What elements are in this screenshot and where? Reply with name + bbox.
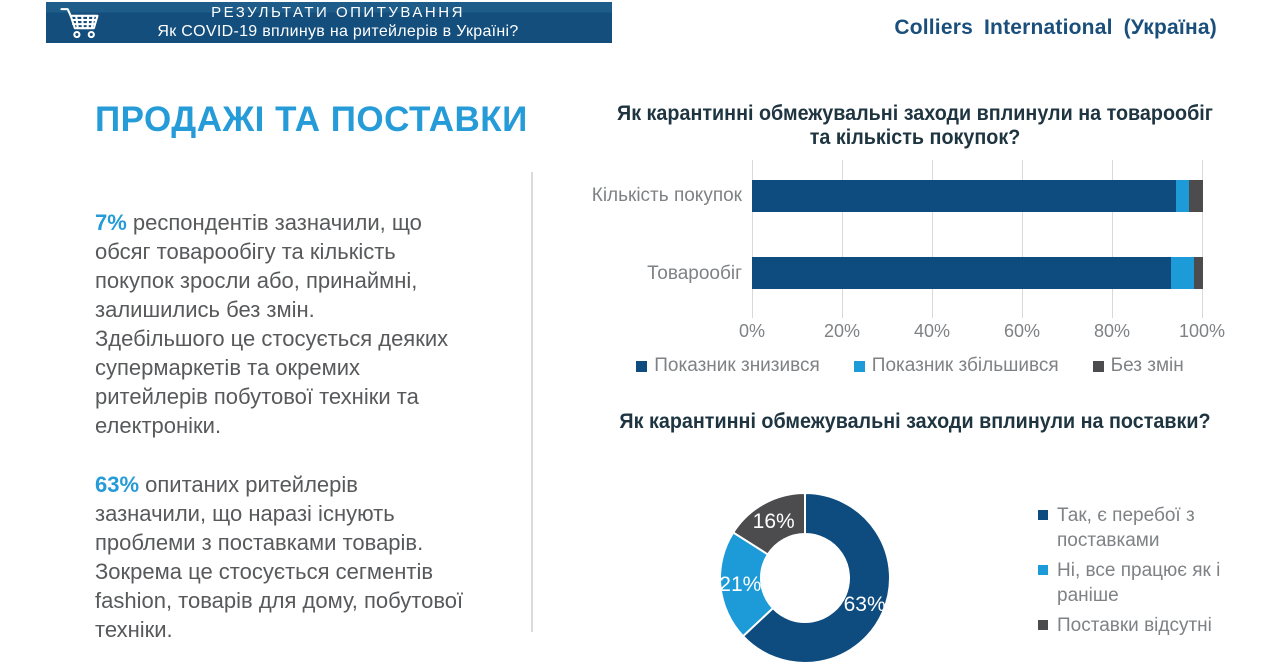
axis-tick-label: 0% bbox=[738, 321, 766, 341]
gridline bbox=[752, 160, 753, 318]
legend-item: Показник знизився bbox=[636, 355, 820, 377]
shopping-cart-icon bbox=[60, 8, 99, 39]
legend-swatch bbox=[1038, 620, 1048, 630]
legend-swatch bbox=[1092, 360, 1104, 372]
paragraph-sales: 7% респондентів зазначили, що обсяг това… bbox=[95, 208, 525, 440]
axis-tick-label: 100% bbox=[1178, 321, 1226, 341]
legend-item: Поставки відсутні bbox=[1038, 613, 1253, 638]
legend-label: Без змін bbox=[1110, 355, 1184, 376]
legend-label: Так, є перебої з поставками bbox=[1057, 505, 1195, 551]
bar-segment bbox=[1193, 257, 1203, 289]
bar-chart-x-axis: 0% 20% 40% 60% 80% 100% bbox=[739, 321, 1225, 341]
legend-item: Показник збільшився bbox=[853, 355, 1059, 377]
donut-slice bbox=[731, 491, 806, 556]
legend-swatch bbox=[853, 360, 865, 372]
header-title: РЕЗУЛЬТАТИ ОПИТУВАННЯ bbox=[211, 4, 465, 21]
bar-segment bbox=[1171, 257, 1194, 289]
highlight-7-percent: 7% bbox=[95, 210, 127, 235]
axis-tick-label: 40% bbox=[913, 321, 951, 341]
donut-slice bbox=[741, 491, 891, 664]
gridline bbox=[932, 160, 933, 318]
gridline bbox=[1022, 160, 1023, 318]
bar-chart-title: Як карантинні обмежувальні заходи вплину… bbox=[581, 102, 1248, 150]
bar-segment bbox=[752, 257, 1172, 289]
paragraph-supplies: 63% опитаних ритейлерів зазначили, що на… bbox=[95, 470, 525, 644]
legend-label: Показник збільшився bbox=[871, 355, 1059, 376]
category-label: Кількість покупок bbox=[591, 185, 742, 206]
legend-swatch bbox=[1038, 565, 1048, 575]
paragraph-sales-text: респондентів зазначили, що обсяг товароо… bbox=[95, 210, 449, 438]
legend-item: Так, є перебої з поставками bbox=[1038, 503, 1253, 553]
donut-chart-legend: Так, є перебої з поставками Ні, все працю… bbox=[1038, 503, 1253, 643]
legend-item: Без змін bbox=[1092, 355, 1184, 377]
donut-chart-title: Як карантинні обмежувальні заходи вплину… bbox=[619, 410, 1211, 433]
header-title-block: РЕЗУЛЬТАТИ ОПИТУВАННЯ Як COVID-19 вплину… bbox=[110, 2, 566, 43]
header-bar: РЕЗУЛЬТАТИ ОПИТУВАННЯ Як COVID-19 вплину… bbox=[46, 2, 612, 43]
section-title: ПРОДАЖІ ТА ПОСТАВКИ bbox=[95, 100, 528, 139]
axis-tick-label: 20% bbox=[823, 321, 861, 341]
legend-label: Поставки відсутні bbox=[1057, 615, 1212, 636]
bar-row bbox=[752, 257, 1203, 289]
bar-chart-title-line2: та кількість покупок? bbox=[809, 126, 1021, 149]
bar-segment bbox=[1175, 180, 1190, 212]
gridline bbox=[1112, 160, 1113, 318]
header-subtitle: Як COVID-19 вплинув на ритейлерів в Укра… bbox=[157, 23, 519, 40]
bar-chart-legend: Показник знизився Показник збільшився Без … bbox=[560, 355, 1260, 377]
gridline bbox=[842, 160, 843, 318]
legend-label: Ні, все працює як і раніше bbox=[1057, 560, 1221, 606]
donut-data-label: 21% bbox=[719, 573, 761, 596]
bar-row bbox=[752, 180, 1203, 212]
paragraph-supplies-text: опитаних ритейлерів зазначили, що наразі… bbox=[95, 472, 464, 642]
highlight-63-percent: 63% bbox=[95, 472, 140, 497]
bar-segment bbox=[1189, 180, 1203, 212]
legend-swatch bbox=[1038, 510, 1048, 520]
legend-label: Показник знизився bbox=[654, 355, 820, 376]
axis-tick-label: 60% bbox=[1003, 321, 1041, 341]
legend-item: Ні, все працює як і раніше bbox=[1038, 558, 1253, 608]
donut-data-label: 16% bbox=[753, 510, 795, 533]
category-label: Товарообіг bbox=[647, 263, 742, 284]
donut-data-label: 63% bbox=[844, 593, 886, 616]
axis-tick-label: 80% bbox=[1093, 321, 1131, 341]
gridline bbox=[1202, 160, 1203, 318]
donut-chart: 63% 21% 16% bbox=[719, 491, 891, 664]
vertical-divider bbox=[531, 172, 533, 632]
bar-segment bbox=[752, 180, 1176, 212]
company-logo-text: Colliers International (Україна) bbox=[894, 16, 1217, 39]
bar-chart-plot-area bbox=[752, 160, 1203, 318]
legend-swatch bbox=[636, 360, 648, 372]
bar-chart-title-line1: Як карантинні обмежувальні заходи вплину… bbox=[617, 102, 1213, 125]
